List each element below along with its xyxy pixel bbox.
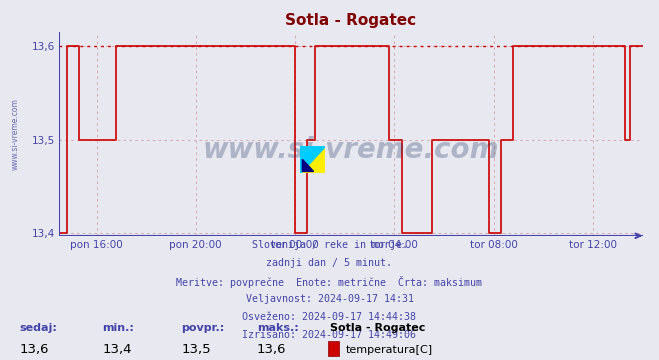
Polygon shape (302, 159, 314, 171)
Polygon shape (300, 146, 325, 173)
Title: Sotla - Rogatec: Sotla - Rogatec (285, 13, 416, 28)
Text: 13,6: 13,6 (257, 343, 287, 356)
Text: Veljavnost: 2024-09-17 14:31: Veljavnost: 2024-09-17 14:31 (246, 293, 413, 303)
Text: Sotla - Rogatec: Sotla - Rogatec (330, 323, 425, 333)
Text: Slovenija / reke in morje.: Slovenija / reke in morje. (252, 239, 407, 249)
Text: maks.:: maks.: (257, 323, 299, 333)
Text: www.si-vreme.com: www.si-vreme.com (11, 98, 20, 170)
Text: povpr.:: povpr.: (181, 323, 225, 333)
Polygon shape (300, 146, 325, 173)
Text: temperatura[C]: temperatura[C] (346, 345, 433, 355)
Text: 13,4: 13,4 (102, 343, 132, 356)
Text: min.:: min.: (102, 323, 134, 333)
Text: zadnji dan / 5 minut.: zadnji dan / 5 minut. (266, 257, 393, 267)
FancyBboxPatch shape (328, 341, 339, 356)
Text: Meritve: povprečne  Enote: metrične  Črta: maksimum: Meritve: povprečne Enote: metrične Črta:… (177, 275, 482, 288)
Text: Izrisano: 2024-09-17 14:49:06: Izrisano: 2024-09-17 14:49:06 (243, 329, 416, 339)
Text: Osveženo: 2024-09-17 14:44:38: Osveženo: 2024-09-17 14:44:38 (243, 311, 416, 321)
Text: 13,6: 13,6 (20, 343, 49, 356)
Text: 13,5: 13,5 (181, 343, 211, 356)
Text: sedaj:: sedaj: (20, 323, 57, 333)
Text: www.si-vreme.com: www.si-vreme.com (203, 136, 499, 165)
